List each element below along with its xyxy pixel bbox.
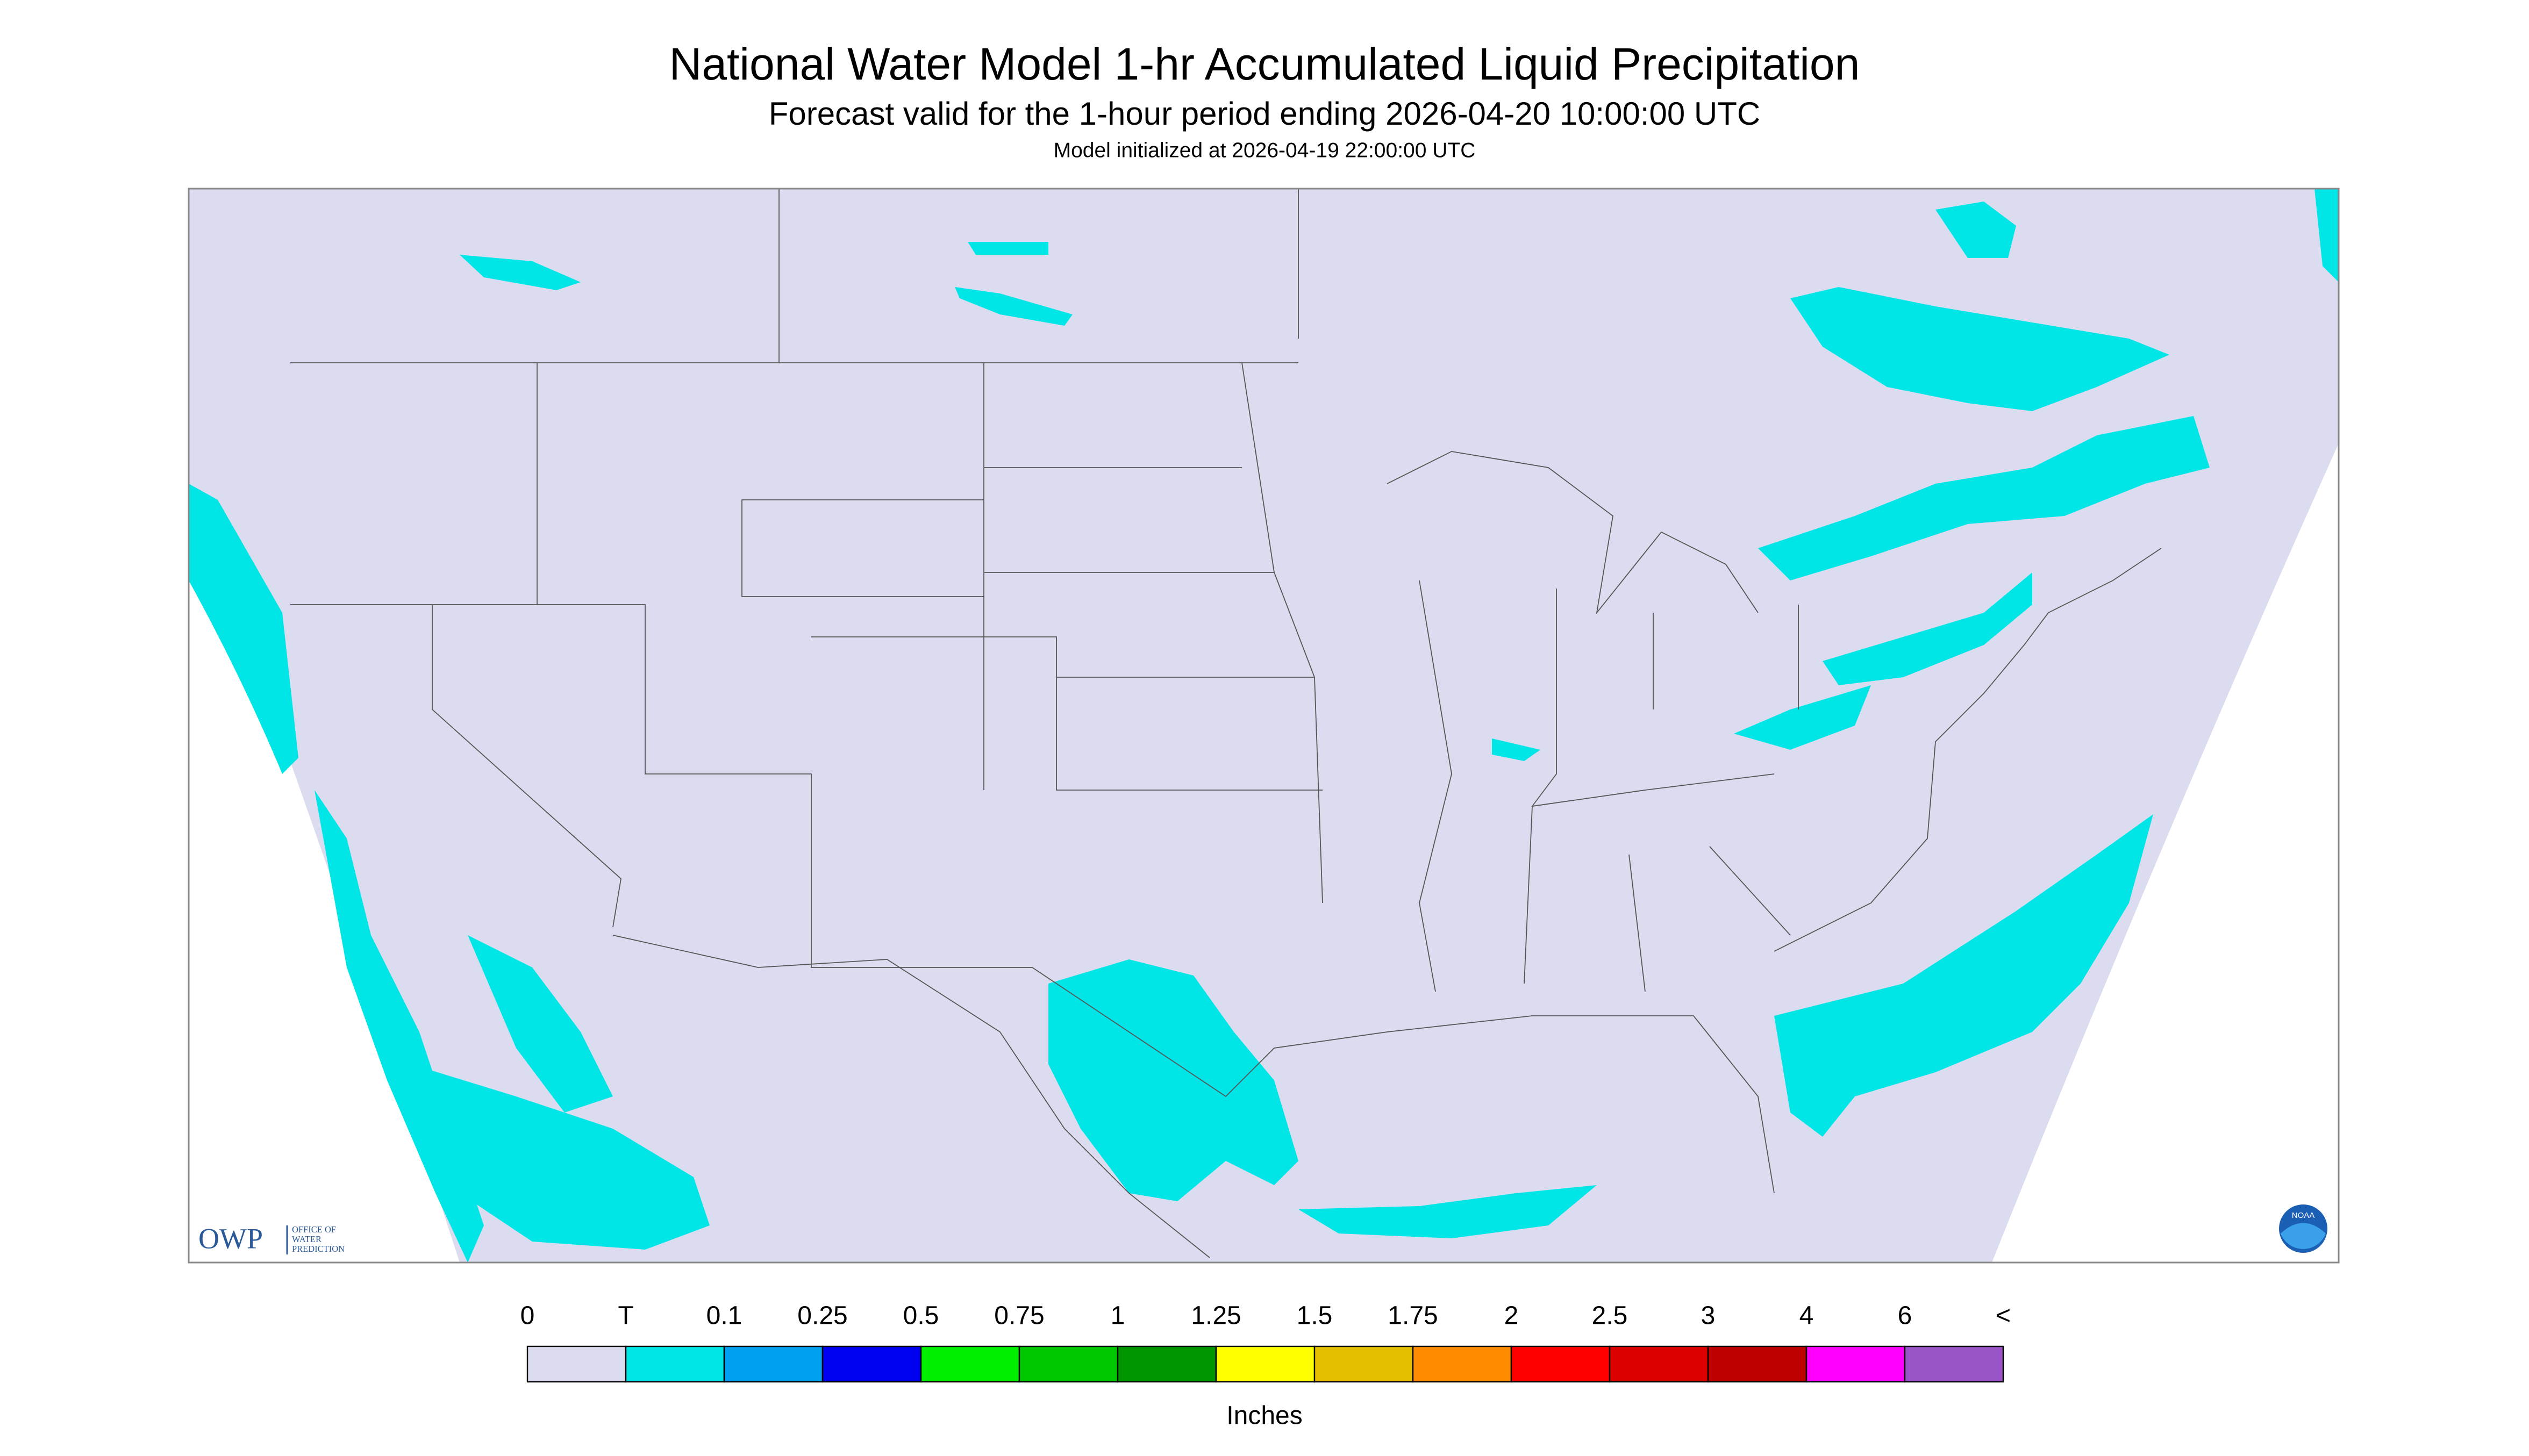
- legend-swatch: [920, 1345, 1020, 1383]
- legend-swatch: [1904, 1345, 2004, 1383]
- owp-logo: OWP: [198, 1222, 263, 1254]
- owp-name: WATER: [292, 1234, 322, 1244]
- legend-label: 1.25: [1191, 1302, 1241, 1330]
- noaa-text: NOAA: [2292, 1211, 2315, 1220]
- legend-swatch: [1313, 1345, 1414, 1383]
- subtitle: Forecast valid for the 1-hour period end…: [769, 96, 1760, 132]
- legend-label: 0: [520, 1302, 535, 1330]
- owp-name: OFFICE OF: [292, 1224, 336, 1235]
- init-time: Model initialized at 2026-04-19 22:00:00…: [1054, 139, 1476, 162]
- owp-name: PREDICTION: [292, 1244, 345, 1254]
- legend-label: 2.5: [1592, 1302, 1628, 1330]
- legend-label: 0.1: [706, 1302, 742, 1330]
- precip-areas: [189, 189, 2339, 1263]
- model-domain: [189, 189, 2339, 1263]
- legend-swatch: [1707, 1345, 1808, 1383]
- legend-label: 0.75: [994, 1302, 1044, 1330]
- legend-swatch: [526, 1345, 627, 1383]
- legend-label: 6: [1898, 1302, 1912, 1330]
- boundaries: [290, 189, 2162, 1258]
- legend-swatch: [1510, 1345, 1611, 1383]
- legend-swatch: [1412, 1345, 1512, 1383]
- legend-swatch: [1805, 1345, 1906, 1383]
- legend-label: 4: [1799, 1302, 1814, 1330]
- legend: 0 T 0.1 0.25 0.5 0.75 1 1.25 1.5 1.75 2 2.5 3 4 6 <: [520, 1302, 2011, 1383]
- legend-label: 2: [1504, 1302, 1519, 1330]
- legend-label: T: [618, 1302, 633, 1330]
- legend-swatch: [1215, 1345, 1316, 1383]
- legend-unit: Inches: [1226, 1402, 1302, 1430]
- legend-label: 3: [1701, 1302, 1716, 1330]
- legend-label: 0.5: [903, 1302, 939, 1330]
- legend-label: 0.25: [797, 1302, 847, 1330]
- legend-label: 1.75: [1388, 1302, 1438, 1330]
- legend-swatch: [1117, 1345, 1217, 1383]
- legend-swatch: [723, 1345, 824, 1383]
- legend-swatch: [1018, 1345, 1119, 1383]
- legend-label: 1.5: [1297, 1302, 1333, 1330]
- legend-swatch: [1609, 1345, 1709, 1383]
- map: OWP OFFICE OF WATER PREDICTION NOAA: [188, 188, 2340, 1264]
- legend-label: <: [1996, 1302, 2011, 1330]
- legend-label: 1: [1111, 1302, 1125, 1330]
- legend-swatch: [625, 1345, 725, 1383]
- map-frame: [188, 188, 2340, 1264]
- title: National Water Model 1-hr Accumulated Li…: [669, 39, 1860, 89]
- legend-swatch: [821, 1345, 922, 1383]
